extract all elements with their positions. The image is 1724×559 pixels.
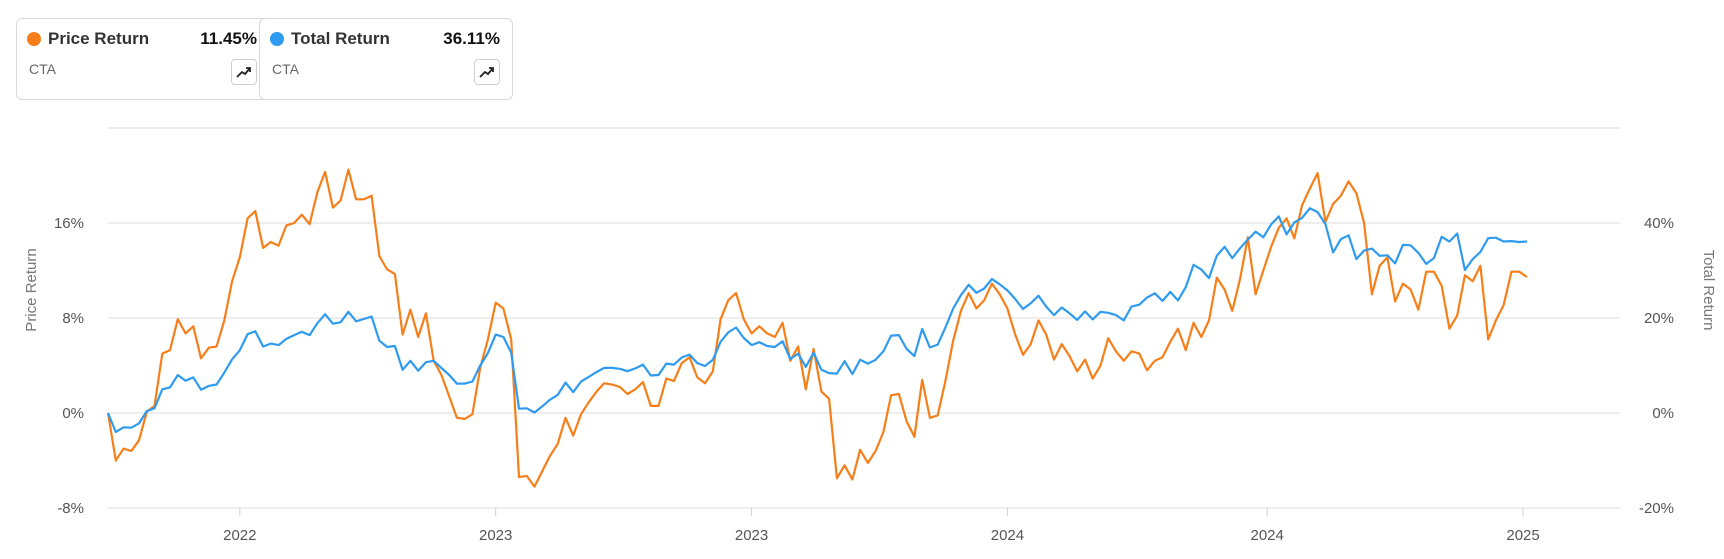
x-tick-label: 2024 xyxy=(991,527,1024,544)
legend-card-total-return[interactable]: Total Return 36.11% CTA xyxy=(259,18,513,100)
legend-series-value: 36.11% xyxy=(443,29,500,48)
y-left-tick-label: 8% xyxy=(62,310,84,327)
y-right-tick-label: 20% xyxy=(1644,310,1674,327)
x-tick-label: 2023 xyxy=(479,527,512,544)
trend-up-icon[interactable] xyxy=(474,59,500,85)
right-y-tick-labels: -20% 0% 20% 40% xyxy=(1639,215,1674,517)
y-left-tick-label: 16% xyxy=(54,215,84,232)
series-lines xyxy=(106,168,1528,488)
trend-up-icon[interactable] xyxy=(231,59,257,85)
series-line-total-return xyxy=(106,207,1528,434)
series-line-price-return xyxy=(106,168,1528,488)
x-tick-label: 2022 xyxy=(223,527,256,544)
y-right-tick-label: -20% xyxy=(1639,500,1674,517)
left-axis-label: Price Return xyxy=(23,248,40,331)
y-left-tick-label: -8% xyxy=(57,500,84,517)
grid-lines xyxy=(108,127,1620,509)
x-tick-label: 2023 xyxy=(735,527,768,544)
x-tick-labels: 2022 2023 2023 2024 2024 2025 xyxy=(223,508,1540,544)
y-left-tick-label: 0% xyxy=(62,405,84,422)
y-right-tick-label: 40% xyxy=(1644,215,1674,232)
x-tick-label: 2024 xyxy=(1251,527,1284,544)
right-axis-label: Total Return xyxy=(1700,250,1717,331)
legend-series-name: Price Return xyxy=(48,29,150,48)
y-right-tick-label: 0% xyxy=(1652,405,1674,422)
legend-ticker: CTA xyxy=(272,61,299,77)
legend-series-value: 11.45% xyxy=(200,29,257,48)
x-tick-label: 2025 xyxy=(1506,527,1539,544)
total-return-color-dot xyxy=(270,32,284,46)
price-return-color-dot xyxy=(27,32,41,46)
legend-card-price-return[interactable]: Price Return 11.45% CTA xyxy=(16,18,270,100)
left-y-tick-labels: -8% 0% 8% 16% xyxy=(54,215,84,517)
legend-series-name: Total Return xyxy=(291,29,390,48)
legend-ticker: CTA xyxy=(29,61,56,77)
